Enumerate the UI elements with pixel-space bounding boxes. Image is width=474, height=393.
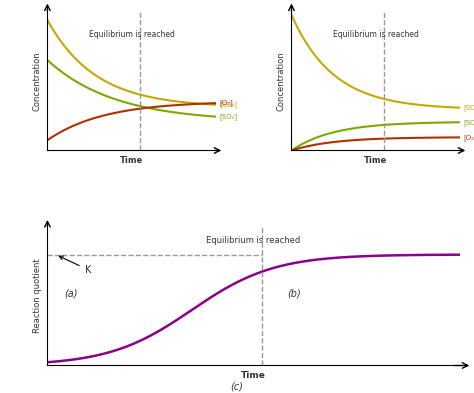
Y-axis label: Concentration: Concentration <box>277 51 286 111</box>
Text: Equilibrium is reached: Equilibrium is reached <box>333 30 419 39</box>
Text: [O₂]: [O₂] <box>219 100 233 107</box>
Text: [SO₃]: [SO₃] <box>463 104 474 111</box>
Text: [SO₃]: [SO₃] <box>219 101 237 108</box>
X-axis label: Time: Time <box>241 371 266 380</box>
Y-axis label: Reaction quotient: Reaction quotient <box>33 259 42 333</box>
Text: (a): (a) <box>64 289 78 299</box>
Text: [O₂]: [O₂] <box>463 134 474 141</box>
X-axis label: Time: Time <box>364 156 387 165</box>
Text: Equilibrium is reached: Equilibrium is reached <box>207 237 301 246</box>
Text: [SO₂]: [SO₂] <box>463 119 474 126</box>
Text: (c): (c) <box>230 381 244 391</box>
X-axis label: Time: Time <box>120 156 143 165</box>
Text: K: K <box>59 256 91 275</box>
Text: [SO₂]: [SO₂] <box>219 113 237 120</box>
Text: Equilibrium is reached: Equilibrium is reached <box>89 30 174 39</box>
Text: (b): (b) <box>287 289 301 299</box>
Y-axis label: Concentration: Concentration <box>33 51 42 111</box>
